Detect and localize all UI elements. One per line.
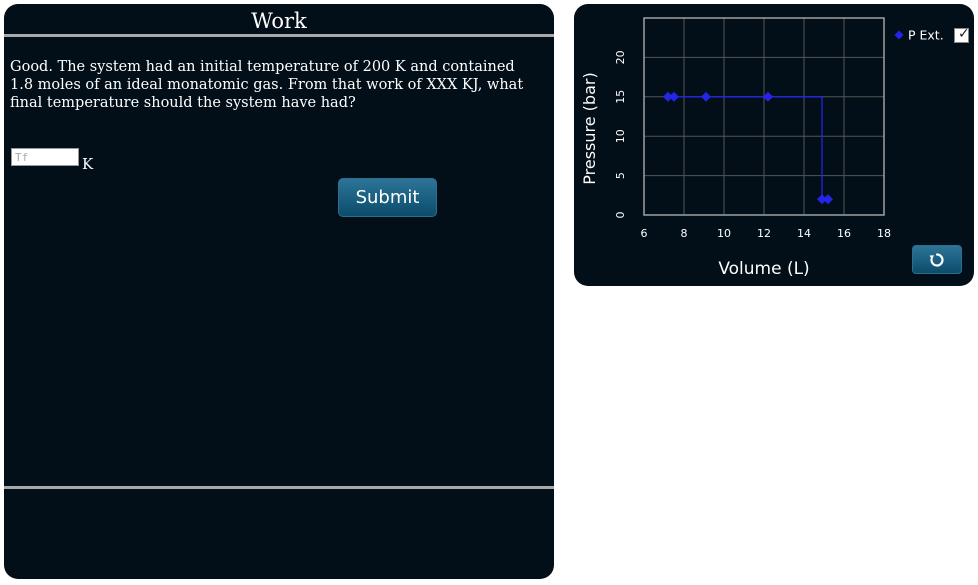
chart-axes <box>643 17 885 216</box>
x-tick-label: 18 <box>877 227 891 240</box>
data-point <box>823 194 833 205</box>
chart-ticks: 6 8 10 12 14 16 18 0 5 10 15 20 <box>614 50 891 240</box>
y-tick-label: 0 <box>614 212 627 219</box>
submit-button[interactable]: Submit <box>338 178 437 217</box>
checkmark-icon: ✓ <box>958 26 970 42</box>
data-point <box>763 91 773 102</box>
chart-panel: 6 8 10 12 14 16 18 0 5 10 15 20 Volume (L) Pressure … <box>574 4 974 286</box>
y-tick-label: 20 <box>614 50 627 64</box>
legend-marker <box>894 30 904 40</box>
chart-legend: P Ext. <box>894 28 944 43</box>
x-tick-label: 14 <box>797 227 811 240</box>
chart-series <box>663 91 833 205</box>
refresh-icon <box>929 252 944 267</box>
x-tick-label: 6 <box>641 227 648 240</box>
y-tick-label: 5 <box>614 172 627 179</box>
legend-label: P Ext. <box>908 28 944 43</box>
divider-bottom <box>4 486 554 489</box>
x-tick-label: 16 <box>837 227 851 240</box>
x-axis-label: Volume (L) <box>718 259 809 279</box>
pv-chart: 6 8 10 12 14 16 18 0 5 10 15 20 Volume (L) Pressure … <box>580 17 944 279</box>
y-tick-label: 15 <box>614 90 627 104</box>
chart-labels: Volume (L) Pressure (bar) <box>580 72 810 279</box>
final-temperature-input[interactable] <box>11 148 79 166</box>
plot-frame <box>643 17 885 216</box>
data-point <box>669 91 679 102</box>
x-tick-label: 10 <box>717 227 731 240</box>
x-tick-label: 12 <box>757 227 771 240</box>
y-axis-label: Pressure (bar) <box>580 72 599 184</box>
chart-grid <box>643 17 885 216</box>
data-point <box>663 91 673 102</box>
divider-top <box>4 34 554 37</box>
unit-label: K <box>82 155 94 173</box>
panel-title: Work <box>251 9 307 33</box>
x-tick-label: 8 <box>681 227 688 240</box>
reset-button[interactable] <box>912 245 962 274</box>
y-tick-label: 10 <box>614 129 627 143</box>
legend-toggle-checkbox[interactable]: ✓ <box>954 26 970 43</box>
question-text: Good. The system had an initial temperat… <box>10 59 524 111</box>
data-point <box>817 194 827 205</box>
work-panel: Work Good. The system had an initial tem… <box>4 4 554 579</box>
data-point <box>701 91 711 102</box>
